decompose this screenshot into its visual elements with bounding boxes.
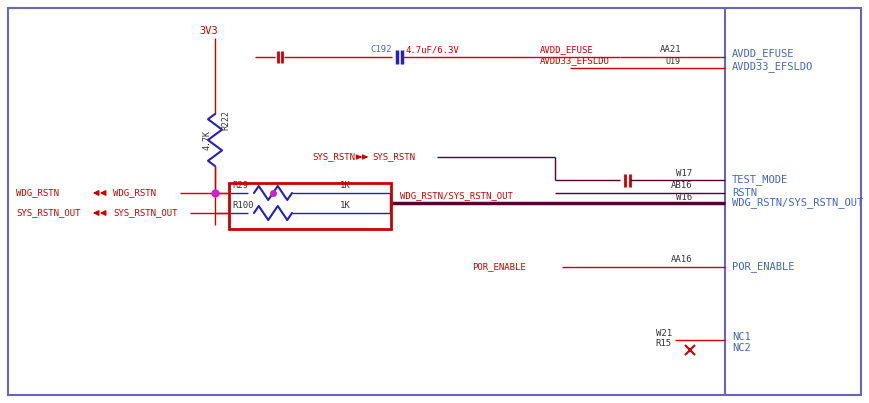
Text: NC1: NC1 [732, 332, 751, 342]
Text: R29: R29 [232, 181, 249, 191]
Text: POR_ENABLE: POR_ENABLE [732, 262, 794, 272]
Text: SYS_RSTN_OUT: SYS_RSTN_OUT [16, 208, 81, 218]
Text: WDG_RSTN/SYS_RSTN_OUT: WDG_RSTN/SYS_RSTN_OUT [400, 191, 513, 201]
Text: W16: W16 [676, 193, 692, 202]
Text: R222: R222 [221, 110, 230, 130]
Text: TEST_MODE: TEST_MODE [732, 174, 788, 185]
Text: AVDD_EFUSE: AVDD_EFUSE [540, 46, 594, 54]
Text: AVDD33_EFSLDO: AVDD33_EFSLDO [732, 62, 813, 73]
Text: W21: W21 [656, 328, 672, 337]
Text: AVDD_EFUSE: AVDD_EFUSE [732, 48, 794, 60]
Text: U19: U19 [665, 56, 680, 66]
Text: WDG_RSTN: WDG_RSTN [16, 189, 59, 197]
Text: R15: R15 [656, 339, 672, 347]
Text: AB16: AB16 [671, 181, 692, 191]
Text: 3V3: 3V3 [200, 26, 218, 36]
Bar [229, 183, 391, 229]
Text: C192: C192 [370, 46, 392, 54]
Text: AA16: AA16 [671, 256, 692, 264]
Text: SYS_RSTN: SYS_RSTN [372, 152, 415, 162]
Text: 1K: 1K [340, 202, 351, 210]
Text: POR_ENABLE: POR_ENABLE [472, 262, 526, 272]
Text: SYS_RSTN: SYS_RSTN [312, 152, 355, 162]
Text: WDG_RSTN/SYS_RSTN_OUT: WDG_RSTN/SYS_RSTN_OUT [732, 197, 863, 208]
Text: AVDD33_EFSLDO: AVDD33_EFSLDO [540, 56, 610, 66]
Text: R100: R100 [232, 202, 254, 210]
Text: AA21: AA21 [660, 46, 681, 54]
Text: W17: W17 [676, 168, 692, 177]
Text: 4.7K: 4.7K [202, 130, 211, 150]
Text: SYS_RSTN_OUT: SYS_RSTN_OUT [113, 208, 177, 218]
Text: NC2: NC2 [732, 343, 751, 353]
Text: 1K: 1K [340, 181, 351, 191]
Text: 4.7uF/6.3V: 4.7uF/6.3V [406, 46, 460, 54]
Text: WDG_RSTN: WDG_RSTN [113, 189, 156, 197]
Text: RSTN: RSTN [732, 188, 757, 198]
